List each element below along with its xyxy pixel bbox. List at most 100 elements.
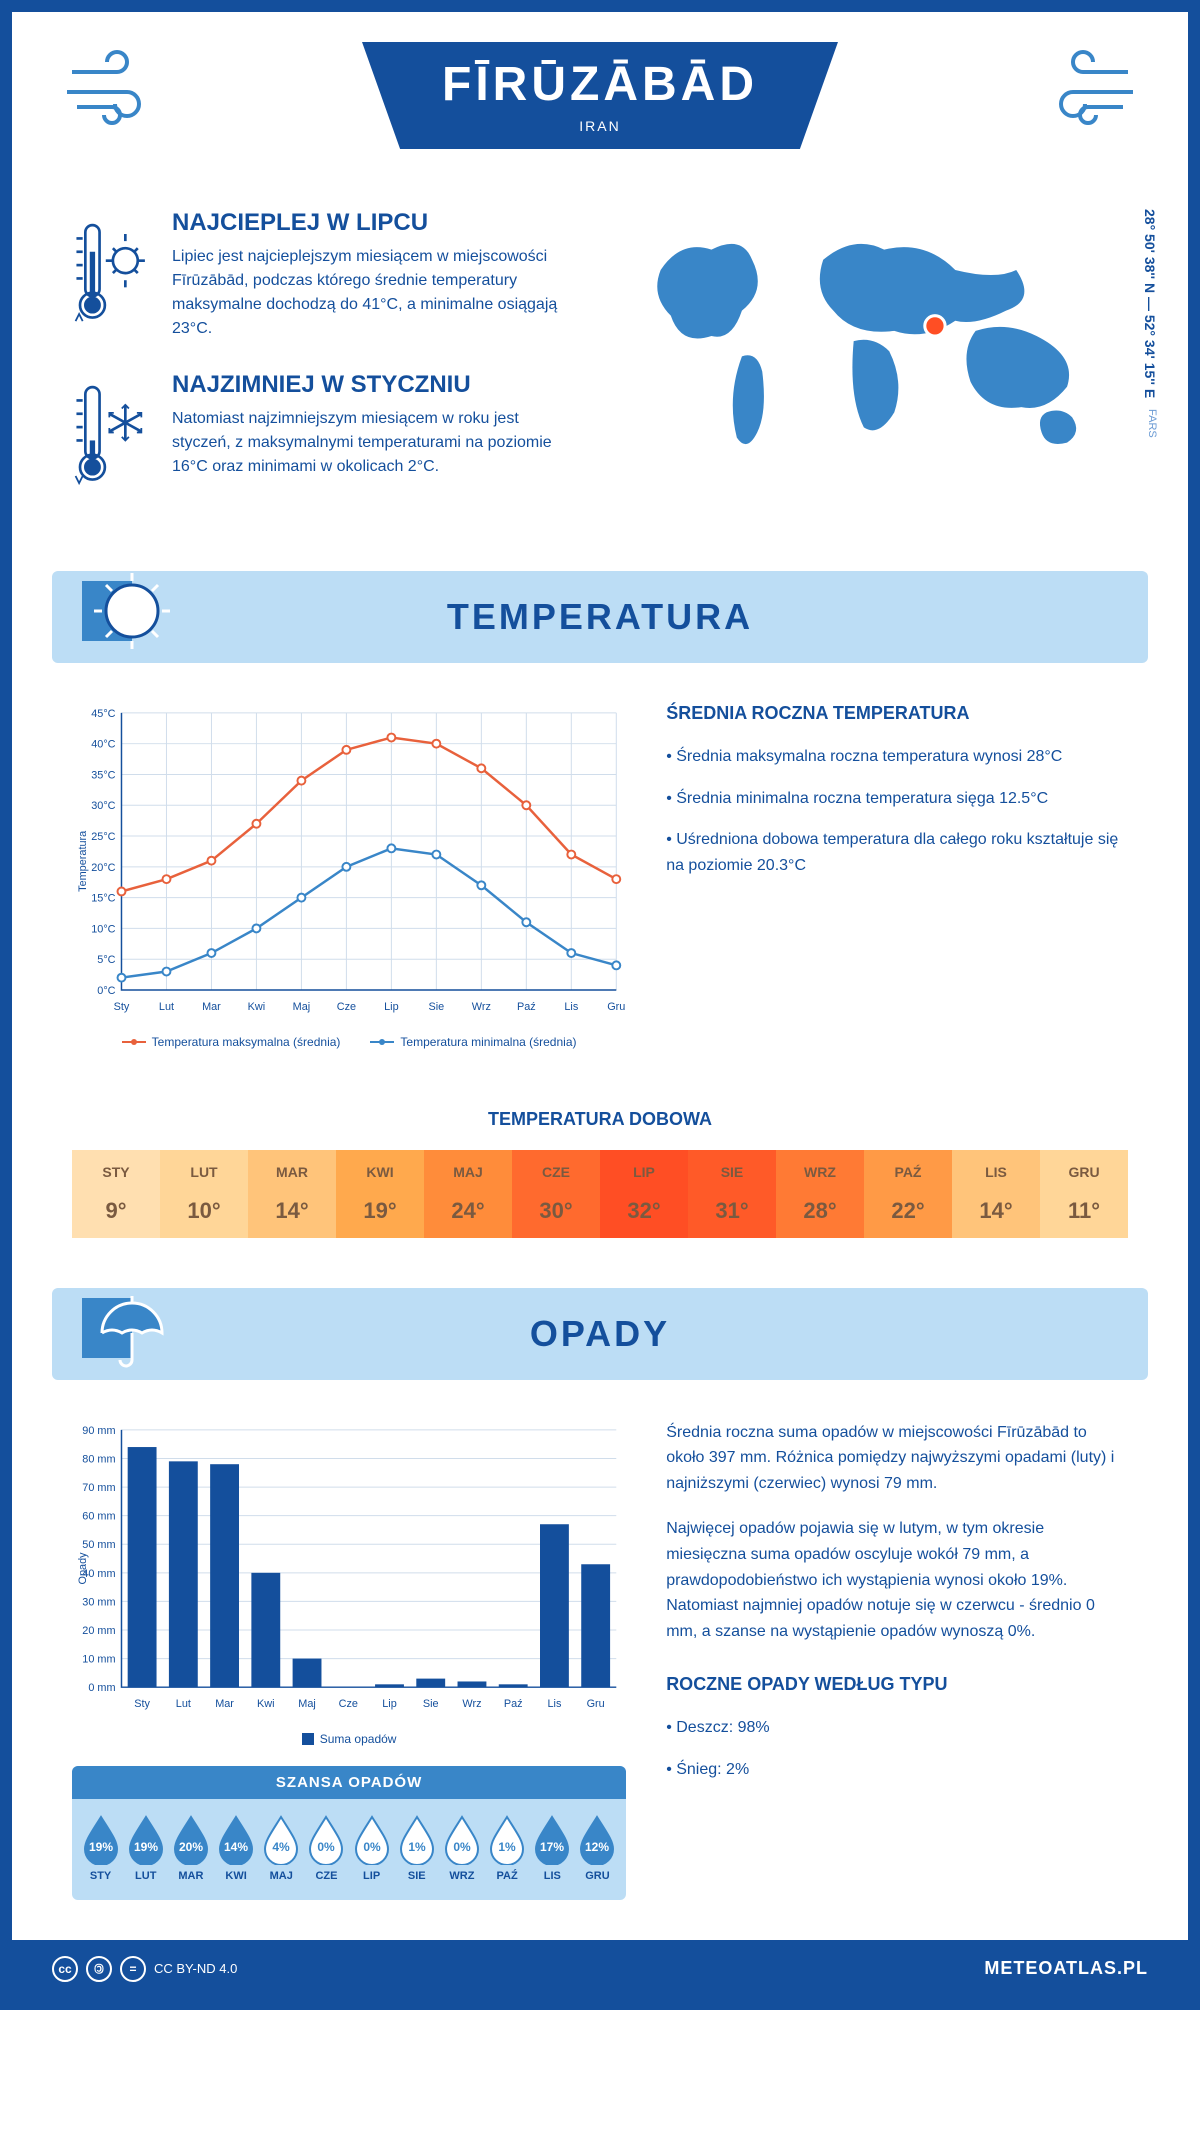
sun-icon	[82, 561, 182, 661]
daily-temp-cell: LIS14°	[952, 1150, 1040, 1238]
svg-text:12%: 12%	[585, 1840, 609, 1854]
chance-panel: SZANSA OPADÓW 19% STY 19% LUT 20% MAR 14…	[72, 1766, 626, 1900]
header-banner: FĪRŪZĀBĀD IRAN	[362, 42, 838, 149]
svg-text:10 mm: 10 mm	[82, 1653, 115, 1665]
svg-text:Gru: Gru	[587, 1698, 605, 1710]
svg-text:0%: 0%	[453, 1840, 471, 1854]
svg-text:10°C: 10°C	[91, 923, 115, 935]
world-map	[620, 209, 1128, 473]
svg-text:Sty: Sty	[134, 1698, 150, 1710]
chance-item: 12% GRU	[577, 1813, 617, 1882]
daily-temp-cell: WRZ28°	[776, 1150, 864, 1238]
svg-text:Kwi: Kwi	[248, 1001, 266, 1013]
svg-text:Wrz: Wrz	[462, 1698, 481, 1710]
precipitation-chart: 0 mm10 mm20 mm30 mm40 mm50 mm60 mm70 mm8…	[72, 1420, 626, 1717]
temperature-header: TEMPERATURA	[52, 571, 1148, 663]
legend-precip: Suma opadów	[320, 1732, 397, 1746]
license-text: CC BY-ND 4.0	[154, 1961, 237, 1976]
bytype-item: • Śnieg: 2%	[666, 1757, 1128, 1783]
svg-text:1%: 1%	[498, 1840, 516, 1854]
region-label: FARS	[1146, 409, 1158, 438]
svg-text:45°C: 45°C	[91, 708, 115, 720]
thermometer-hot-icon	[72, 209, 152, 339]
svg-text:4%: 4%	[273, 1840, 291, 1854]
svg-text:17%: 17%	[540, 1840, 564, 1854]
svg-text:30°C: 30°C	[91, 800, 115, 812]
svg-text:20%: 20%	[179, 1840, 203, 1854]
header: FĪRŪZĀBĀD IRAN	[12, 12, 1188, 189]
temp-info-title: ŚREDNIA ROCZNA TEMPERATURA	[666, 703, 1128, 724]
fact-warmest: NAJCIEPLEJ W LIPCU Lipiec jest najcieple…	[72, 209, 580, 341]
svg-text:1%: 1%	[408, 1840, 426, 1854]
country-subtitle: IRAN	[442, 118, 758, 134]
chance-item: 4% MAJ	[261, 1813, 301, 1882]
svg-text:25°C: 25°C	[91, 831, 115, 843]
by-icon: 🄯	[86, 1956, 112, 1982]
footer: cc 🄯 = CC BY-ND 4.0 METEOATLAS.PL	[12, 1940, 1188, 1998]
daily-temp-cell: LUT10°	[160, 1150, 248, 1238]
svg-text:20°C: 20°C	[91, 862, 115, 874]
daily-temp-table: STY9°LUT10°MAR14°KWI19°MAJ24°CZE30°LIP32…	[72, 1150, 1128, 1238]
svg-text:Mar: Mar	[202, 1001, 221, 1013]
daily-temp-cell: STY9°	[72, 1150, 160, 1238]
daily-temp-cell: KWI19°	[336, 1150, 424, 1238]
svg-text:80 mm: 80 mm	[82, 1453, 115, 1465]
chance-item: 0% CZE	[306, 1813, 346, 1882]
umbrella-icon	[82, 1278, 182, 1378]
svg-text:Cze: Cze	[339, 1698, 358, 1710]
daily-temp-cell: PAŹ22°	[864, 1150, 952, 1238]
chance-title: SZANSA OPADÓW	[72, 1766, 626, 1799]
svg-text:Lis: Lis	[547, 1698, 561, 1710]
daily-temp-title: TEMPERATURA DOBOWA	[12, 1109, 1188, 1130]
wind-icon-left	[62, 47, 182, 127]
svg-text:70 mm: 70 mm	[82, 1482, 115, 1494]
precip-legend: Suma opadów	[72, 1732, 626, 1746]
chance-item: 19% STY	[81, 1813, 121, 1882]
chance-item: 1% SIE	[397, 1813, 437, 1882]
wind-icon-right	[1018, 47, 1138, 127]
svg-text:19%: 19%	[134, 1840, 158, 1854]
svg-text:20 mm: 20 mm	[82, 1625, 115, 1637]
svg-text:Paź: Paź	[504, 1698, 523, 1710]
temperature-chart: 0°C5°C10°C15°C20°C25°C30°C35°C40°C45°CSt…	[72, 703, 626, 1049]
legend-min: Temperatura minimalna (średnia)	[400, 1035, 576, 1049]
chance-item: 14% KWI	[216, 1813, 256, 1882]
svg-text:Opady: Opady	[77, 1552, 89, 1585]
nd-icon: =	[120, 1956, 146, 1982]
svg-text:0%: 0%	[318, 1840, 336, 1854]
svg-text:60 mm: 60 mm	[82, 1510, 115, 1522]
svg-text:Kwi: Kwi	[257, 1698, 275, 1710]
svg-text:0%: 0%	[363, 1840, 381, 1854]
svg-text:Lip: Lip	[384, 1001, 399, 1013]
thermometer-cold-icon	[72, 371, 152, 501]
svg-text:Lis: Lis	[564, 1001, 578, 1013]
fact-coldest: NAJZIMNIEJ W STYCZNIU Natomiast najzimni…	[72, 371, 580, 501]
city-title: FĪRŪZĀBĀD	[442, 57, 758, 112]
svg-text:15°C: 15°C	[91, 893, 115, 905]
daily-temp-cell: SIE31°	[688, 1150, 776, 1238]
precipitation-header: OPADY	[52, 1288, 1148, 1380]
fact-hot-text: Lipiec jest najcieplejszym miesiącem w m…	[172, 245, 580, 341]
svg-text:90 mm: 90 mm	[82, 1425, 115, 1437]
svg-text:0°C: 0°C	[97, 985, 115, 997]
svg-text:Cze: Cze	[337, 1001, 356, 1013]
svg-text:Sie: Sie	[423, 1698, 439, 1710]
chance-item: 0% WRZ	[442, 1813, 482, 1882]
temperature-title: TEMPERATURA	[52, 596, 1148, 638]
svg-text:Sie: Sie	[428, 1001, 444, 1013]
temperature-legend: Temperatura maksymalna (średnia) Tempera…	[72, 1035, 626, 1049]
svg-text:0 mm: 0 mm	[88, 1682, 115, 1694]
temp-bullet: • Średnia maksymalna roczna temperatura …	[666, 744, 1128, 770]
chance-item: 17% LIS	[532, 1813, 572, 1882]
svg-text:Wrz: Wrz	[472, 1001, 491, 1013]
svg-text:Lut: Lut	[176, 1698, 191, 1710]
svg-text:14%: 14%	[224, 1840, 248, 1854]
svg-text:Paź: Paź	[517, 1001, 536, 1013]
chance-item: 0% LIP	[352, 1813, 392, 1882]
legend-max: Temperatura maksymalna (średnia)	[152, 1035, 341, 1049]
precip-text-1: Średnia roczna suma opadów w miejscowośc…	[666, 1420, 1128, 1497]
chance-item: 19% LUT	[126, 1813, 166, 1882]
temp-bullet: • Średnia minimalna roczna temperatura s…	[666, 786, 1128, 812]
svg-text:19%: 19%	[89, 1840, 113, 1854]
daily-temp-cell: LIP32°	[600, 1150, 688, 1238]
